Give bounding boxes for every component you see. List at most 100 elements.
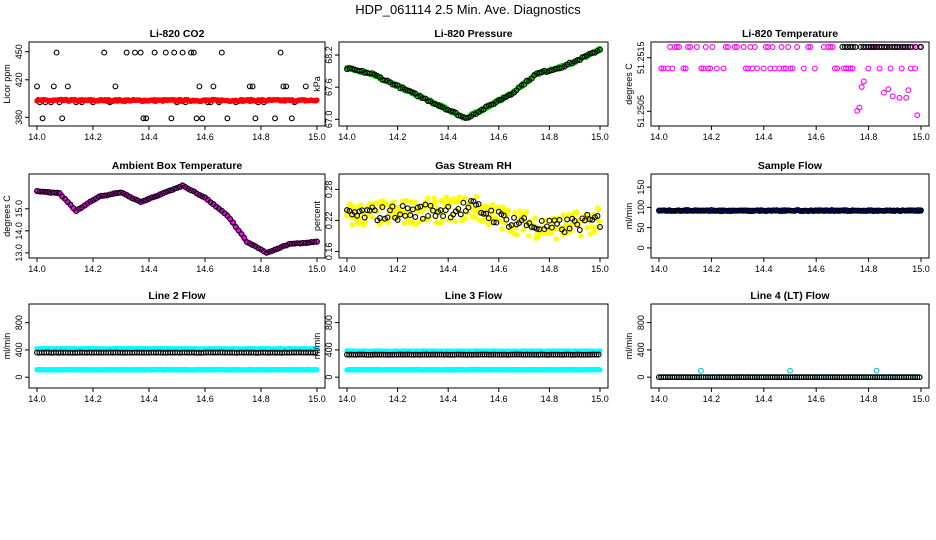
data-point — [171, 185, 178, 192]
data-point — [39, 115, 46, 122]
data-point — [478, 106, 485, 113]
x-tick-label: 14.8 — [860, 132, 878, 142]
data-point — [379, 204, 386, 211]
data-point — [112, 83, 119, 90]
data-point — [171, 49, 178, 56]
data-point — [95, 193, 102, 200]
data-point — [314, 97, 320, 103]
data-point — [533, 225, 540, 232]
data-point — [162, 49, 169, 56]
y-tick-label: 800 — [14, 315, 24, 330]
data-point — [403, 197, 410, 204]
data-point — [364, 207, 371, 214]
y-tick-label: 67.0 — [324, 111, 334, 129]
data-point — [302, 83, 309, 90]
data-point — [536, 69, 543, 76]
x-tick-label: 14.2 — [389, 394, 407, 404]
data-point — [697, 367, 704, 374]
x-tick-label: 14.2 — [84, 264, 102, 274]
panel-gas-stream-rh: Gas Stream RH percent 14.0 14.2 14.4 14.6 14.8… — [312, 160, 609, 274]
x-tick-label: 14.2 — [84, 132, 102, 142]
x-tick-label: 14.8 — [541, 132, 559, 142]
plot-frame — [650, 173, 930, 259]
data-point — [160, 190, 166, 197]
data-point — [263, 249, 270, 256]
data-point — [440, 213, 447, 220]
data-point — [538, 217, 545, 224]
data-point — [500, 212, 507, 219]
data-point — [499, 226, 505, 232]
data-point — [595, 351, 602, 358]
x-tick-label: 14.6 — [807, 394, 825, 404]
y-axis-label: degrees C — [624, 63, 634, 105]
data-point — [870, 208, 877, 214]
data-point — [447, 108, 454, 115]
data-point — [283, 83, 290, 90]
panel-li-820-pressure: Li-820 Pressure kPa 14.0 14.2 14.4 14.6 14.8 15… — [312, 28, 609, 142]
data-point — [457, 112, 464, 119]
data-point — [438, 197, 445, 204]
y-tick-label: 51.2505 — [636, 95, 646, 128]
data-point — [898, 65, 905, 72]
data-point — [143, 115, 150, 122]
y-tick-label: 400 — [14, 342, 24, 357]
data-point — [412, 214, 419, 220]
data-point — [480, 210, 487, 217]
x-tick-label: 14.8 — [860, 394, 878, 404]
data-point — [860, 78, 867, 85]
data-point — [377, 221, 383, 228]
data-point — [789, 65, 796, 72]
x-tick-label: 14.0 — [650, 394, 668, 404]
data-point — [740, 44, 747, 50]
data-point — [305, 239, 312, 246]
x-tick-label: 15.0 — [591, 264, 609, 274]
data-point — [311, 238, 318, 245]
data-point — [493, 219, 500, 226]
data-point — [514, 231, 520, 238]
x-tick-label: 14.0 — [28, 264, 46, 274]
data-point — [705, 65, 711, 72]
data-point — [556, 217, 563, 223]
x-tick-label: 15.0 — [591, 132, 609, 142]
panel-li-820-temperature: Li-820 Temperature degrees C 14.0 14.2 14.4 1… — [624, 28, 930, 142]
data-point — [779, 208, 786, 215]
y-tick-label: 100 — [636, 200, 646, 215]
x-tick-label: 14.8 — [252, 132, 270, 142]
y-axis-label: percent — [312, 200, 322, 231]
data-point — [876, 65, 883, 72]
data-point — [584, 225, 590, 231]
y-tick-label: 0 — [14, 375, 24, 380]
data-point — [356, 208, 363, 215]
data-point — [858, 84, 865, 90]
data-marks — [344, 194, 603, 242]
data-point — [288, 115, 295, 122]
data-point — [842, 207, 848, 214]
data-point — [733, 44, 740, 50]
data-point — [445, 203, 452, 210]
y-tick-label: 380 — [14, 110, 24, 125]
data-point — [588, 224, 595, 230]
data-point — [277, 49, 284, 56]
data-point — [684, 207, 691, 213]
data-point — [407, 212, 414, 219]
x-tick-label: 14.6 — [196, 394, 214, 404]
y-tick-label: 450 — [14, 44, 24, 59]
data-point — [904, 44, 911, 50]
data-point — [358, 202, 364, 208]
data-point — [915, 207, 922, 214]
data-point — [168, 115, 175, 122]
data-point — [310, 349, 317, 356]
data-point — [488, 207, 495, 214]
y-axis-label: degrees C — [2, 195, 12, 237]
data-point — [773, 207, 780, 214]
data-point — [432, 101, 439, 108]
data-point — [865, 65, 872, 72]
data-point — [199, 115, 206, 122]
data-point — [42, 188, 49, 195]
x-tick-label: 14.2 — [703, 264, 721, 274]
data-point — [586, 216, 593, 223]
data-point — [505, 207, 512, 214]
data-point — [349, 222, 355, 228]
